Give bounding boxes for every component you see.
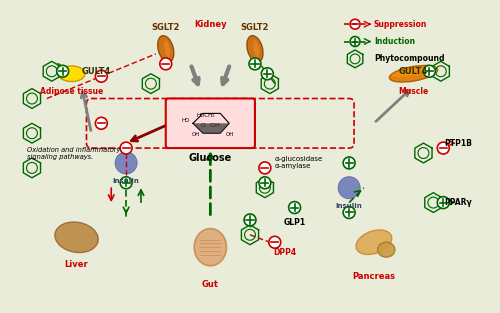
Text: Adipose tissue: Adipose tissue (40, 87, 103, 95)
Circle shape (259, 177, 271, 189)
Text: SGLT2: SGLT2 (240, 23, 269, 32)
Text: α-glucosidase
α-amylase: α-glucosidase α-amylase (275, 156, 323, 169)
Text: PTP1B: PTP1B (444, 139, 472, 148)
Text: GULT4: GULT4 (82, 67, 111, 76)
Circle shape (343, 157, 355, 169)
Text: O  OH: O OH (201, 123, 220, 128)
Circle shape (56, 65, 68, 77)
Text: Insulin: Insulin (336, 203, 362, 209)
Text: Insulin: Insulin (112, 178, 140, 184)
Text: HOCH₂: HOCH₂ (196, 113, 214, 118)
Circle shape (350, 37, 360, 47)
Ellipse shape (392, 67, 431, 77)
Ellipse shape (158, 36, 174, 62)
Circle shape (343, 207, 355, 218)
Circle shape (259, 162, 271, 174)
Circle shape (249, 58, 261, 70)
Text: Muscle: Muscle (398, 87, 428, 95)
Text: OH: OH (192, 132, 200, 137)
Text: PPARγ: PPARγ (444, 198, 472, 207)
Circle shape (288, 202, 300, 213)
Circle shape (96, 117, 108, 129)
Text: Pancreas: Pancreas (352, 272, 396, 281)
Text: Liver: Liver (64, 260, 88, 269)
Polygon shape (193, 123, 229, 133)
FancyArrowPatch shape (58, 64, 62, 68)
Text: GLP1: GLP1 (284, 218, 306, 227)
Text: Induction: Induction (374, 37, 415, 46)
Text: Oxidation and inflammatory
signaling pathways.: Oxidation and inflammatory signaling pat… (27, 146, 120, 160)
Ellipse shape (58, 66, 85, 82)
Text: SGLT2: SGLT2 (152, 23, 180, 32)
Ellipse shape (247, 36, 263, 62)
Ellipse shape (253, 40, 260, 58)
Circle shape (338, 177, 360, 199)
Ellipse shape (55, 222, 98, 253)
Text: Glucose: Glucose (188, 153, 232, 163)
Text: Phytocompound: Phytocompound (374, 54, 444, 63)
Circle shape (160, 58, 172, 70)
Circle shape (350, 19, 360, 29)
Circle shape (120, 177, 132, 189)
Text: HO: HO (182, 118, 190, 123)
Text: Suppression: Suppression (374, 20, 428, 29)
Ellipse shape (356, 230, 392, 254)
Circle shape (115, 152, 137, 174)
Circle shape (120, 142, 132, 154)
Ellipse shape (194, 228, 226, 266)
Text: Kidney: Kidney (194, 20, 226, 29)
Text: Gut: Gut (202, 280, 219, 289)
Circle shape (438, 142, 449, 154)
Ellipse shape (390, 65, 438, 82)
Circle shape (438, 197, 449, 208)
FancyBboxPatch shape (166, 99, 255, 148)
Text: DPP4: DPP4 (273, 248, 296, 257)
Ellipse shape (378, 242, 395, 257)
Circle shape (96, 70, 108, 82)
Text: OH: OH (226, 132, 234, 137)
Circle shape (262, 68, 274, 80)
Ellipse shape (164, 40, 170, 58)
Text: GULT4: GULT4 (399, 67, 428, 76)
Circle shape (244, 214, 256, 226)
Circle shape (424, 65, 436, 77)
Circle shape (269, 236, 280, 248)
